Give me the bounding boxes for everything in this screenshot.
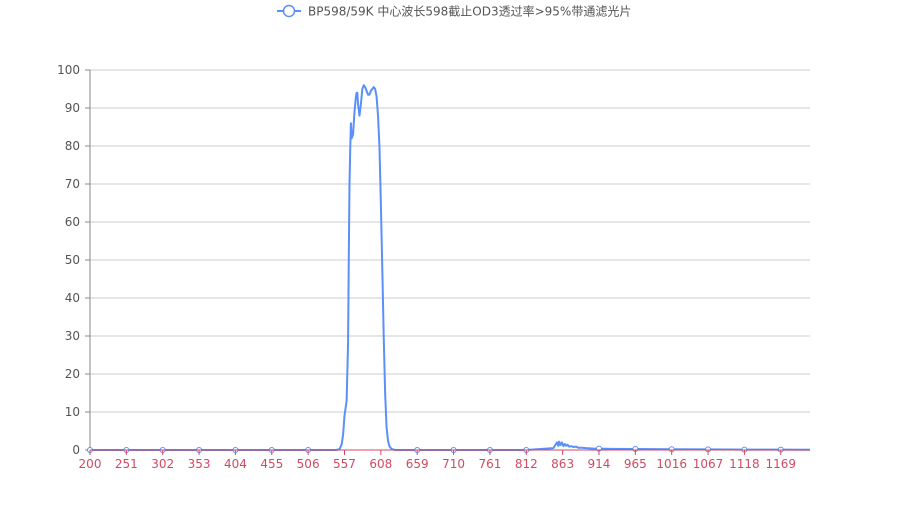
x-tick-label: 761 (478, 457, 501, 471)
y-tick-label: 20 (65, 367, 80, 381)
y-tick-label: 90 (65, 101, 80, 115)
y-tick-label: 30 (65, 329, 80, 343)
y-axis: 0 10 20 30 40 50 60 70 80 90 100 (57, 63, 91, 457)
x-tick-label: 1169 (765, 457, 796, 471)
y-tick-label: 50 (65, 253, 80, 267)
y-tick-label: 0 (72, 443, 80, 457)
x-tick-label: 812 (515, 457, 538, 471)
x-tick-label: 302 (151, 457, 174, 471)
x-tick-label: 1016 (656, 457, 687, 471)
y-tick-label: 40 (65, 291, 80, 305)
series-line (90, 84, 811, 451)
x-tick-label: 251 (115, 457, 138, 471)
x-tick-label: 455 (260, 457, 283, 471)
x-tick-label: 506 (297, 457, 320, 471)
y-tick-label: 70 (65, 177, 80, 191)
x-tick-label: 914 (588, 457, 611, 471)
grid-lines (90, 69, 810, 413)
x-tick-label: 404 (224, 457, 247, 471)
y-tick-label: 80 (65, 139, 80, 153)
x-tick-label: 557 (333, 457, 356, 471)
y-tick-label: 100 (57, 63, 80, 77)
legend-label: BP598/59K 中心波长598截止OD3透过率>95%带通滤光片 (308, 4, 631, 19)
x-tick-label: 863 (551, 457, 574, 471)
x-tick-label: 1067 (693, 457, 724, 471)
x-axis: 200 251 302 353 404 455 506 557 608 659 710 761 812 8… (79, 449, 810, 471)
legend-circle-marker (282, 4, 296, 18)
y-tick-label: 60 (65, 215, 80, 229)
x-tick-label: 1118 (729, 457, 760, 471)
y-tick-label: 10 (65, 405, 80, 419)
legend[interactable]: BP598/59K 中心波长598截止OD3透过率>95%带通滤光片 (277, 4, 631, 19)
x-tick-label: 200 (79, 457, 102, 471)
x-tick-label: 353 (188, 457, 211, 471)
series-layer (87, 84, 811, 453)
x-tick-label: 659 (406, 457, 429, 471)
x-tick-label: 608 (369, 457, 392, 471)
x-tick-label: 710 (442, 457, 465, 471)
x-tick-label: 965 (624, 457, 647, 471)
